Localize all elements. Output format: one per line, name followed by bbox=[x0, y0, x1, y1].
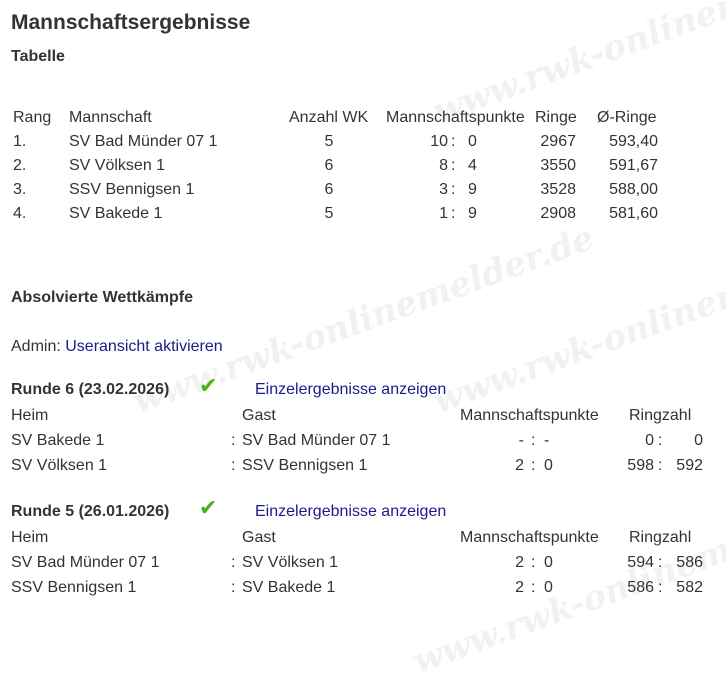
points-home: - bbox=[518, 432, 524, 449]
count-cell: 5 bbox=[324, 133, 334, 150]
rank-cell: 2. bbox=[13, 157, 27, 174]
points-guest: 0 bbox=[544, 457, 553, 474]
points-against-cell: 9 bbox=[468, 205, 477, 222]
guest-team: SV Bakede 1 bbox=[242, 579, 336, 596]
table-title: Tabelle bbox=[11, 48, 65, 65]
points-for-cell: 8 bbox=[439, 157, 448, 174]
rings-colon: : bbox=[658, 579, 663, 596]
admin-label: Admin: bbox=[11, 338, 61, 355]
rings-home: 598 bbox=[627, 457, 654, 474]
points-against-cell: 9 bbox=[468, 181, 477, 198]
points-colon: : bbox=[531, 579, 536, 596]
header-rings: Ringzahl bbox=[629, 529, 692, 546]
rings-cell: 3528 bbox=[540, 181, 576, 198]
rings-home: 594 bbox=[627, 554, 654, 571]
rings-home: 586 bbox=[627, 579, 654, 596]
points-colon: : bbox=[451, 157, 456, 174]
points-colon: : bbox=[451, 133, 456, 150]
rings-cell: 2908 bbox=[540, 205, 576, 222]
rank-cell: 3. bbox=[13, 181, 27, 198]
home-team: SSV Bennigsen 1 bbox=[11, 579, 137, 596]
user-view-link[interactable]: Useransicht aktivieren bbox=[65, 338, 223, 355]
rank-cell: 1. bbox=[13, 133, 27, 150]
rings-guest: 592 bbox=[676, 457, 703, 474]
header-guest: Gast bbox=[242, 407, 276, 424]
points-for-cell: 1 bbox=[439, 205, 448, 222]
points-for-cell: 3 bbox=[439, 181, 448, 198]
rings-guest: 586 bbox=[676, 554, 703, 571]
guest-team: SV Bad Münder 07 1 bbox=[242, 432, 391, 449]
home-team: SV Völksen 1 bbox=[11, 457, 108, 474]
home-team: SV Bakede 1 bbox=[11, 432, 105, 449]
header-rank: Rang bbox=[13, 109, 52, 126]
page-title: Mannschaftsergebnisse bbox=[11, 11, 251, 34]
colon: : bbox=[231, 579, 236, 596]
guest-team: SSV Bennigsen 1 bbox=[242, 457, 368, 474]
colon: : bbox=[231, 554, 236, 571]
points-for-cell: 10 bbox=[430, 133, 448, 150]
colon: : bbox=[231, 432, 236, 449]
count-cell: 6 bbox=[324, 157, 334, 174]
points-guest: 0 bbox=[544, 579, 553, 596]
admin-row: Admin: Useransicht aktivieren bbox=[11, 337, 223, 357]
round-title: Runde 5 (26.01.2026) bbox=[11, 503, 170, 520]
completed-title: Absolvierte Wettkämpfe bbox=[11, 289, 193, 306]
colon: : bbox=[231, 457, 236, 474]
header-rings: Ringe bbox=[535, 109, 577, 126]
points-colon: : bbox=[451, 181, 456, 198]
single-results-link[interactable]: Einzelergebnisse anzeigen bbox=[255, 381, 447, 398]
rings-cell: 3550 bbox=[540, 157, 576, 174]
points-colon: : bbox=[451, 205, 456, 222]
points-colon: : bbox=[531, 554, 536, 571]
team-cell: SSV Bennigsen 1 bbox=[69, 181, 195, 198]
rings-guest: 582 bbox=[676, 579, 703, 596]
avg-rings-cell: 588,00 bbox=[609, 181, 658, 198]
header-count: Anzahl WK bbox=[289, 109, 369, 126]
header-points: Mannschaftspunkte bbox=[386, 109, 525, 126]
points-home: 2 bbox=[515, 579, 524, 596]
count-cell: 5 bbox=[324, 205, 334, 222]
header-rings: Ringzahl bbox=[629, 407, 692, 424]
header-points: Mannschaftspunkte bbox=[460, 407, 599, 424]
team-cell: SV Völksen 1 bbox=[69, 157, 166, 174]
avg-rings-cell: 581,60 bbox=[609, 205, 658, 222]
points-home: 2 bbox=[515, 554, 524, 571]
header-guest: Gast bbox=[242, 529, 276, 546]
header-home: Heim bbox=[11, 407, 49, 424]
points-home: 2 bbox=[515, 457, 524, 474]
points-guest: 0 bbox=[544, 554, 553, 571]
header-points: Mannschaftspunkte bbox=[460, 529, 599, 546]
team-cell: SV Bad Münder 07 1 bbox=[69, 133, 218, 150]
rings-colon: : bbox=[658, 432, 663, 449]
points-colon: : bbox=[531, 432, 536, 449]
points-colon: : bbox=[531, 457, 536, 474]
header-avg: Ø-Ringe bbox=[597, 109, 657, 126]
points-against-cell: 4 bbox=[468, 157, 477, 174]
home-team: SV Bad Münder 07 1 bbox=[11, 554, 160, 571]
points-guest: - bbox=[544, 432, 550, 449]
rings-cell: 2967 bbox=[540, 133, 576, 150]
check-icon: ✔ bbox=[199, 373, 218, 398]
rings-home: 0 bbox=[645, 432, 654, 449]
check-icon: ✔ bbox=[199, 495, 218, 520]
points-against-cell: 0 bbox=[468, 133, 477, 150]
header-team: Mannschaft bbox=[69, 109, 152, 126]
rings-colon: : bbox=[658, 554, 663, 571]
single-results-link[interactable]: Einzelergebnisse anzeigen bbox=[255, 503, 447, 520]
count-cell: 6 bbox=[324, 181, 334, 198]
guest-team: SV Völksen 1 bbox=[242, 554, 339, 571]
header-home: Heim bbox=[11, 529, 49, 546]
team-cell: SV Bakede 1 bbox=[69, 205, 163, 222]
avg-rings-cell: 593,40 bbox=[609, 133, 658, 150]
rank-cell: 4. bbox=[13, 205, 27, 222]
rings-guest: 0 bbox=[694, 432, 703, 449]
round-title: Runde 6 (23.02.2026) bbox=[11, 381, 170, 398]
avg-rings-cell: 591,67 bbox=[609, 157, 658, 174]
rings-colon: : bbox=[658, 457, 663, 474]
